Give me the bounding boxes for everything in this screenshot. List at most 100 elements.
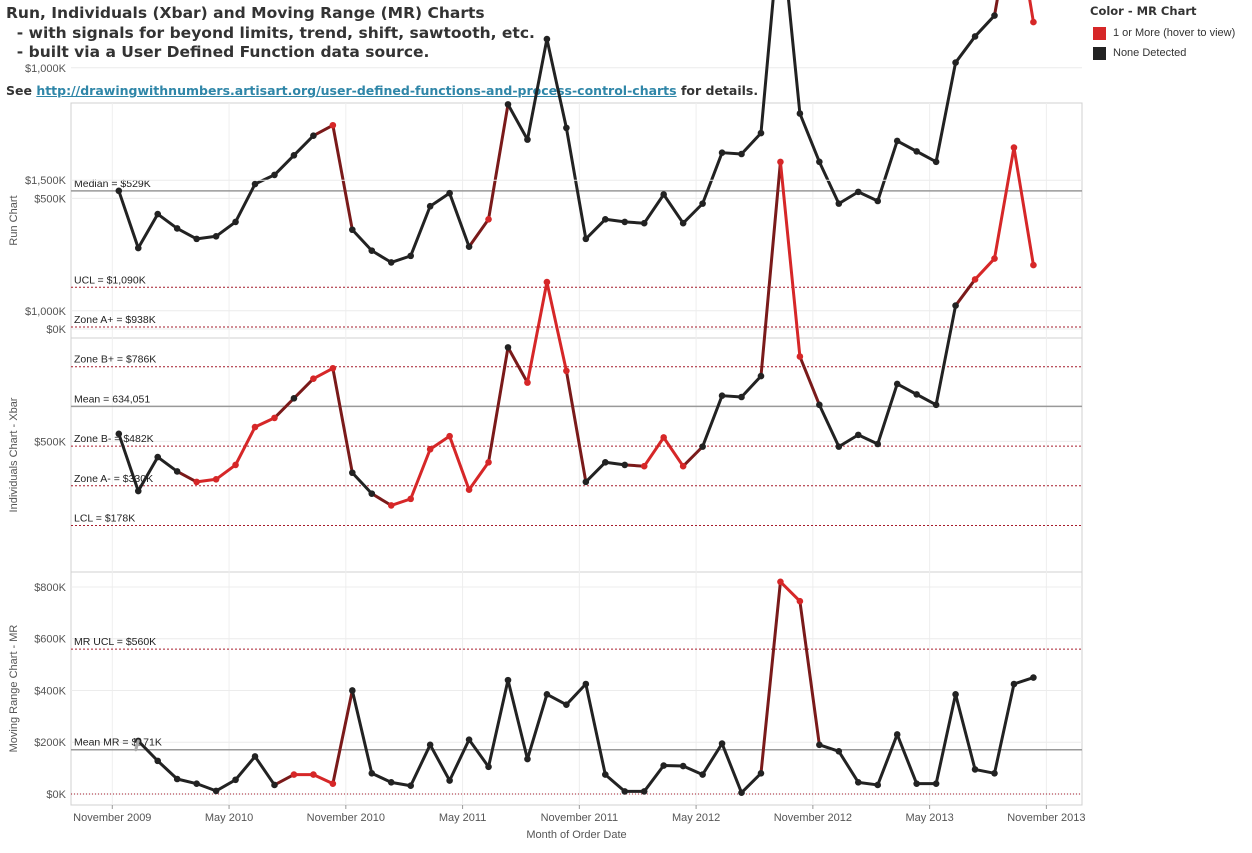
- data-point: [679, 762, 687, 770]
- panel-frame-2: [70, 571, 1083, 806]
- y-tick-label: $800K: [34, 582, 66, 594]
- data-point: [368, 490, 376, 497]
- series-segment: [934, 61, 958, 164]
- x-tick-label: November 2010: [307, 812, 385, 824]
- data-point: [173, 468, 181, 475]
- series-segment: [778, 160, 802, 359]
- data-point: [796, 597, 804, 605]
- data-point: [329, 121, 337, 129]
- series-segment: [467, 217, 491, 249]
- data-point: [154, 210, 162, 218]
- data-point: [602, 215, 609, 223]
- data-point: [971, 766, 979, 773]
- data-point: [913, 391, 920, 398]
- data-point: [310, 375, 317, 383]
- series-segment: [759, 160, 782, 378]
- data-point: [543, 35, 551, 43]
- series-segment: [331, 688, 354, 786]
- reference-line-label: UCL = $1,090K: [74, 274, 146, 286]
- series-segment: [545, 280, 568, 373]
- data-point: [816, 741, 823, 749]
- data-point: [446, 189, 453, 197]
- data-point: [699, 200, 706, 207]
- data-point: [154, 453, 162, 461]
- data-point: [212, 232, 220, 240]
- series-segment: [272, 396, 296, 420]
- series-segment: [467, 460, 491, 492]
- data-point: [971, 276, 979, 283]
- series-segment: [525, 692, 549, 761]
- reference-line-label: Mean MR = $171K: [74, 737, 162, 749]
- data-point: [777, 158, 784, 166]
- series-segment: [740, 771, 763, 795]
- data-point: [212, 787, 220, 795]
- details-link[interactable]: http://drawingwithnumbers.artisart.org/u…: [36, 83, 677, 98]
- data-point: [310, 132, 317, 140]
- series-segment: [837, 190, 860, 206]
- series-segment: [350, 688, 374, 775]
- data-point: [271, 171, 278, 179]
- series-segment: [1012, 146, 1035, 267]
- series-segment: [136, 739, 160, 763]
- series-segment: [759, 580, 782, 775]
- series-segment: [253, 173, 276, 186]
- see-suffix: for details.: [676, 83, 759, 98]
- y-tick-label: $400K: [34, 685, 66, 697]
- series-segment: [214, 220, 238, 238]
- data-point: [893, 380, 901, 388]
- legend-item-signal[interactable]: 1 or More (hover to view): [1090, 23, 1250, 43]
- reference-line-label: Zone B+ = $786K: [74, 354, 156, 366]
- series-segment: [701, 742, 724, 777]
- series-segment: [311, 773, 335, 786]
- data-point: [271, 414, 278, 422]
- series-segment: [234, 754, 257, 782]
- series-segment: [681, 445, 705, 468]
- series-segment: [584, 217, 607, 241]
- data-point: [718, 149, 726, 156]
- legend-swatch-none: [1093, 46, 1106, 60]
- series-segment: [389, 254, 413, 264]
- series-segment: [253, 416, 276, 429]
- legend-label-none: None Detected: [1113, 47, 1187, 59]
- legend-item-none[interactable]: None Detected: [1090, 43, 1250, 63]
- title-block: Run, Individuals (Xbar) and Moving Range…: [6, 4, 1006, 63]
- y-axis-label: Individuals Chart - Xbar: [8, 397, 20, 512]
- series-segment: [428, 743, 452, 783]
- data-point: [271, 781, 278, 789]
- data-point: [757, 129, 765, 137]
- data-point: [173, 775, 181, 783]
- series-segment: [740, 131, 763, 156]
- data-point: [874, 197, 882, 205]
- series-segment: [876, 382, 899, 446]
- data-point: [582, 235, 590, 243]
- data-point: [874, 440, 882, 448]
- data-point: [602, 771, 609, 778]
- series-segment: [311, 123, 335, 138]
- data-point: [796, 110, 804, 117]
- series-segment: [1012, 676, 1035, 686]
- data-point: [679, 462, 687, 470]
- data-point: [835, 200, 843, 207]
- series-segment: [331, 123, 354, 232]
- series-segment: [467, 738, 491, 769]
- chart-subtitle-2: - built via a User Defined Function data…: [6, 43, 430, 61]
- series-segment: [954, 692, 977, 771]
- data-point: [524, 136, 531, 143]
- series-segment: [701, 151, 724, 206]
- data-point: [387, 779, 395, 786]
- data-point: [952, 691, 959, 698]
- data-point: [718, 740, 726, 747]
- data-point: [660, 191, 667, 198]
- series-segment: [545, 37, 568, 130]
- series-segment: [993, 682, 1016, 775]
- x-tick-label: May 2010: [205, 812, 253, 824]
- series-segment: [156, 455, 179, 473]
- legend-swatch-signal: [1093, 26, 1106, 40]
- data-point: [426, 741, 434, 749]
- series-segment: [740, 374, 763, 399]
- series-segment: [934, 692, 958, 786]
- series-segment: [350, 471, 374, 496]
- data-point: [1030, 18, 1037, 26]
- data-point: [290, 771, 298, 778]
- panel-frame-1: [70, 337, 1083, 573]
